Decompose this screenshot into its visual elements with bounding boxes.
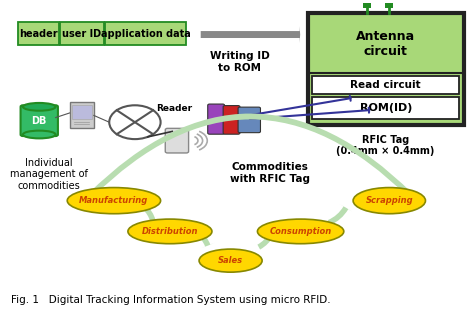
Ellipse shape [23,103,55,111]
Text: Commodities
with RFIC Tag: Commodities with RFIC Tag [230,162,310,184]
FancyBboxPatch shape [208,104,225,134]
Text: ROM(ID): ROM(ID) [360,103,412,113]
Text: Scrapping: Scrapping [365,196,413,205]
Bar [18,22,59,45]
Text: Read circuit: Read circuit [350,80,421,90]
Text: header: header [19,29,58,39]
Bar [105,22,186,45]
Text: Sales: Sales [218,256,243,265]
FancyBboxPatch shape [165,128,189,153]
FancyBboxPatch shape [238,107,261,133]
Bar [312,97,459,119]
FancyBboxPatch shape [223,106,240,134]
Text: Consumption: Consumption [270,227,332,236]
Bar [70,102,94,128]
Bar [312,76,459,94]
Text: Distribution: Distribution [142,227,198,236]
Ellipse shape [199,249,262,272]
Bar [363,3,371,8]
Ellipse shape [257,219,344,244]
Text: Antenna
circuit: Antenna circuit [356,31,415,58]
Text: user ID: user ID [63,29,101,39]
Bar [308,13,464,125]
Text: Manufacturing: Manufacturing [79,196,148,205]
Bar [60,22,104,45]
Ellipse shape [128,219,212,244]
Text: Fig. 1   Digital Tracking Information System using micro RFID.: Fig. 1 Digital Tracking Information Syst… [11,295,331,305]
Ellipse shape [353,188,426,214]
FancyBboxPatch shape [20,105,58,136]
Ellipse shape [23,131,55,138]
Text: Individual
management of
commodities: Individual management of commodities [9,158,88,191]
Bar [385,3,392,8]
Bar [72,105,91,119]
Ellipse shape [67,188,161,214]
Text: DB: DB [32,116,47,126]
Text: Writing ID
to ROM: Writing ID to ROM [210,52,270,73]
Text: RFIC Tag
(0.4mm × 0.4mm): RFIC Tag (0.4mm × 0.4mm) [337,134,435,156]
Text: Reader: Reader [156,104,192,113]
Text: application data: application data [100,29,190,39]
